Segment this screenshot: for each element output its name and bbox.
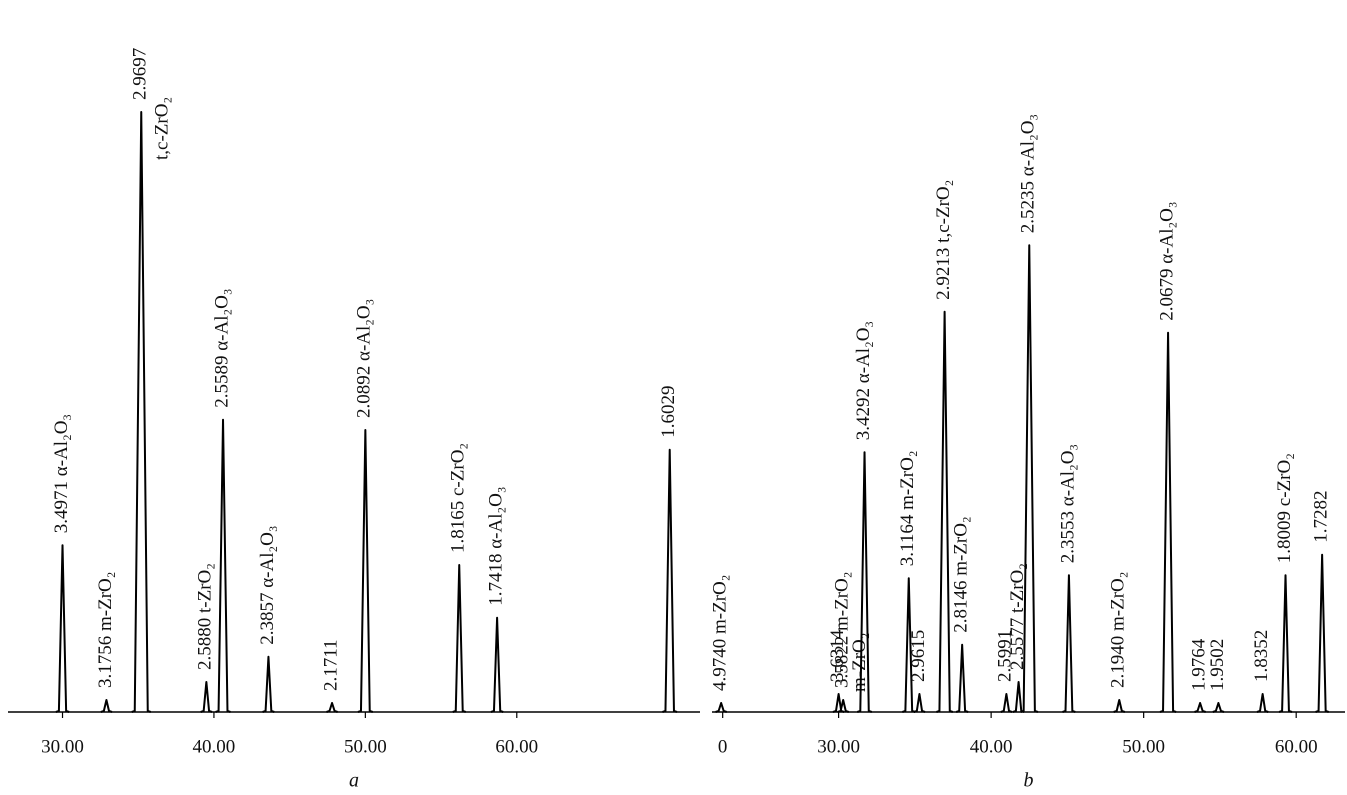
x-tick-label: 40.00 (970, 736, 1013, 757)
peak-label: 3.6314 (827, 629, 848, 682)
peak (1113, 699, 1126, 713)
peak-label: 3.1756 m-ZrO₂ (95, 572, 116, 688)
peak (490, 616, 504, 713)
peak (215, 418, 231, 713)
x-tick-label: 30.00 (41, 736, 84, 757)
peak (357, 429, 374, 713)
peak-label: 3.1164 m-ZrO₂ (897, 451, 918, 567)
x-tick-label: 40.00 (193, 736, 236, 757)
x-tick-label: 0 (718, 736, 728, 757)
peak-label: 1.6029 (658, 386, 679, 438)
peak (326, 702, 338, 713)
peak (1278, 574, 1293, 713)
x-tick-label: 30.00 (817, 736, 860, 757)
peak (837, 699, 850, 713)
peak-label: 2.1711 (320, 639, 341, 691)
peak (1159, 331, 1177, 713)
peak (856, 451, 873, 713)
panel-label: a (349, 770, 359, 792)
peak (1194, 702, 1206, 713)
peak-label: 2.3553 α-Al₂O₃ (1057, 444, 1078, 563)
peak-label: m-ZrO₂ (849, 633, 870, 692)
peak (1256, 693, 1269, 713)
peak-label: 2.9615 (908, 630, 929, 682)
peak-label: 2.9213 t,c-ZrO₂ (933, 180, 954, 300)
peak-label: 1.8009 c-ZrO₂ (1274, 453, 1295, 563)
peak (715, 702, 728, 713)
x-tick-label: 50.00 (1122, 736, 1165, 757)
peak (200, 681, 213, 713)
peak (902, 577, 916, 713)
peak (832, 693, 845, 713)
peak-label: 2.3857 α-Al₂O₃ (257, 526, 278, 645)
peak-label: 1.9764 (1188, 638, 1209, 691)
peak-label: 2.0679 α-Al₂O₃ (1156, 202, 1177, 321)
peak (452, 564, 467, 713)
x-tick-label: 50.00 (344, 736, 387, 757)
x-tick-label: 60.00 (495, 736, 538, 757)
peak (100, 699, 113, 713)
peak (955, 643, 969, 713)
peak-label: 2.5880 t-ZrO₂ (195, 563, 216, 670)
peak-label: 2.5991 (995, 630, 1016, 682)
panel-label: b (1024, 770, 1034, 792)
peak-label: 2.8146 m-ZrO₂ (951, 516, 972, 632)
peak-label: t,c-ZrO₂ (152, 97, 173, 160)
peak (936, 310, 954, 713)
peak-label: 1.9502 (1207, 639, 1228, 691)
peak-label: 2.5577 t-ZrO₂ (1007, 563, 1028, 670)
peak-label: 2.1940 m-ZrO₂ (1108, 572, 1129, 688)
peak (1212, 702, 1225, 713)
peak (662, 448, 678, 713)
peak (131, 111, 152, 713)
peak-label: 3.5822 m-ZrO₂ (832, 572, 853, 688)
peak-label: 4.9740 m-ZrO₂ (710, 575, 731, 691)
peak-label: 3.4292 α-Al₂O₃ (853, 321, 874, 440)
peak (1315, 553, 1329, 713)
peak (913, 693, 926, 713)
peak-label: 3.4971 α-Al₂O₃ (51, 414, 72, 533)
peak-label: 1.8352 (1251, 630, 1272, 682)
peak-label: 1.7418 α-Al₂O₃ (485, 487, 506, 606)
peak-label: 1.8165 c-ZrO₂ (448, 443, 469, 553)
peak (1062, 574, 1076, 713)
peak (262, 655, 275, 713)
peak-label: 2.5235 α-Al₂O₃ (1018, 114, 1039, 233)
peak (1012, 681, 1025, 713)
x-tick-label: 60.00 (1275, 736, 1318, 757)
peak-label: 2.9697 (130, 48, 151, 100)
peak (1000, 693, 1013, 713)
peak-label: 2.0892 α-Al₂O₃ (354, 299, 375, 418)
peak-label: 1.7282 (1310, 491, 1331, 543)
peak (55, 544, 70, 713)
peak (1020, 244, 1039, 713)
peak-label: 2.5589 α-Al₂O₃ (211, 289, 232, 408)
